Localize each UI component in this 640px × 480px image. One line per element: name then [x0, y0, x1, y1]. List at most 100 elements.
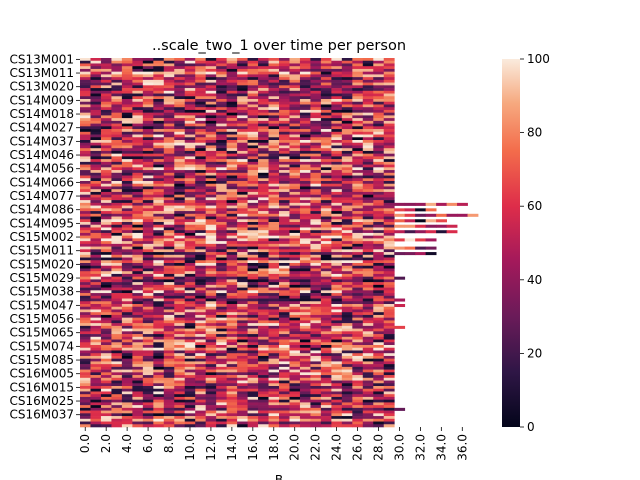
heatmap-cell — [205, 186, 217, 190]
heatmap-cell — [226, 243, 238, 247]
heatmap-cell — [90, 366, 102, 370]
heatmap-cell — [142, 159, 154, 163]
heatmap-cell — [111, 164, 123, 168]
heatmap-cell — [352, 372, 364, 376]
heatmap-cell — [299, 235, 311, 239]
heatmap-cell — [184, 211, 196, 215]
heatmap-cell — [279, 66, 290, 70]
heatmap-cell — [132, 369, 144, 373]
heatmap-cell — [299, 85, 311, 89]
heatmap-cell — [142, 129, 154, 133]
heatmap-cell — [195, 317, 207, 321]
heatmap-cell — [247, 336, 259, 340]
heatmap-cell — [195, 405, 207, 409]
heatmap-cell — [237, 216, 248, 220]
heatmap-cell — [373, 260, 385, 264]
heatmap-cell — [331, 82, 343, 86]
heatmap-cell — [80, 301, 91, 305]
heatmap-cell — [289, 342, 301, 346]
heatmap-cell — [132, 375, 144, 379]
heatmap-cell — [341, 219, 353, 223]
heatmap-cell — [195, 137, 207, 141]
heatmap-cell — [268, 339, 280, 343]
heatmap-cell — [163, 243, 175, 247]
heatmap-cell — [142, 63, 154, 67]
heatmap-cell — [383, 268, 395, 272]
heatmap-cell — [153, 263, 165, 267]
heatmap-cell — [341, 134, 353, 138]
heatmap-cell — [100, 202, 112, 206]
heatmap-cell — [111, 150, 123, 154]
heatmap-cell — [132, 312, 144, 316]
heatmap-cell — [341, 238, 353, 242]
heatmap-cell — [153, 99, 165, 103]
x-tick-label: 28.0 — [372, 434, 386, 461]
heatmap-cell — [216, 391, 228, 395]
heatmap-cell — [320, 227, 332, 231]
heatmap-cell — [258, 372, 269, 376]
heatmap-cell — [142, 314, 154, 318]
heatmap-cell — [268, 407, 280, 411]
heatmap-cell — [258, 276, 269, 280]
heatmap-cell — [80, 68, 91, 72]
heatmap-cell — [320, 63, 332, 67]
heatmap-cell — [163, 79, 175, 83]
heatmap-cell — [310, 331, 322, 335]
heatmap-cell — [90, 202, 102, 206]
heatmap-cell — [289, 205, 301, 209]
heatmap-cell — [226, 388, 238, 392]
heatmap-cell — [184, 219, 196, 223]
heatmap-cell — [268, 200, 280, 204]
heatmap-cell — [383, 134, 395, 138]
heatmap-cell — [195, 202, 207, 206]
heatmap-cell — [216, 137, 228, 141]
heatmap-cell — [184, 197, 196, 201]
heatmap-cell — [153, 331, 165, 335]
heatmap-cell — [132, 96, 144, 100]
colorbar-tick-label: 100 — [527, 52, 550, 66]
heatmap-cell — [352, 213, 364, 217]
heatmap-cell — [163, 282, 175, 286]
heatmap-cell — [268, 301, 280, 305]
heatmap-cell — [216, 304, 228, 308]
heatmap-cell — [362, 336, 374, 340]
heatmap-cell — [111, 175, 123, 179]
heatmap-cell — [289, 383, 301, 387]
heatmap-cell — [100, 353, 112, 357]
heatmap-cell — [362, 181, 374, 185]
heatmap-cell — [258, 284, 269, 288]
heatmap-cell — [237, 369, 248, 373]
heatmap-cell — [352, 63, 364, 67]
heatmap-cell — [153, 172, 165, 176]
heatmap-cell — [362, 276, 374, 280]
heatmap-cell — [90, 104, 102, 108]
heatmap-cell — [373, 372, 385, 376]
heatmap-cell — [299, 268, 311, 272]
heatmap-cell — [205, 238, 217, 242]
heatmap-cell — [320, 145, 332, 149]
heatmap-cell — [142, 383, 154, 387]
heatmap-cell — [111, 63, 123, 67]
heatmap-cell — [174, 364, 186, 368]
heatmap-cell — [205, 134, 217, 138]
heatmap-cell — [205, 90, 217, 94]
heatmap-cell — [216, 306, 228, 310]
heatmap-cell — [373, 224, 385, 228]
heatmap-cell — [373, 342, 385, 346]
heatmap-cell — [174, 79, 186, 83]
heatmap-cell — [299, 224, 311, 228]
heatmap-cell — [111, 131, 123, 135]
heatmap-cell — [90, 377, 102, 381]
heatmap-cell — [320, 148, 332, 152]
heatmap-cell — [174, 191, 186, 195]
heatmap-cell — [383, 104, 395, 108]
heatmap-cell — [216, 170, 228, 174]
heatmap-cell — [352, 284, 364, 288]
heatmap-cell — [90, 137, 102, 141]
heatmap-cell — [132, 183, 144, 187]
heatmap-cell — [299, 99, 311, 103]
heatmap-cell — [195, 421, 207, 425]
heatmap-cell — [80, 77, 91, 81]
heatmap-cell — [174, 63, 186, 67]
heatmap-cell — [247, 232, 259, 236]
